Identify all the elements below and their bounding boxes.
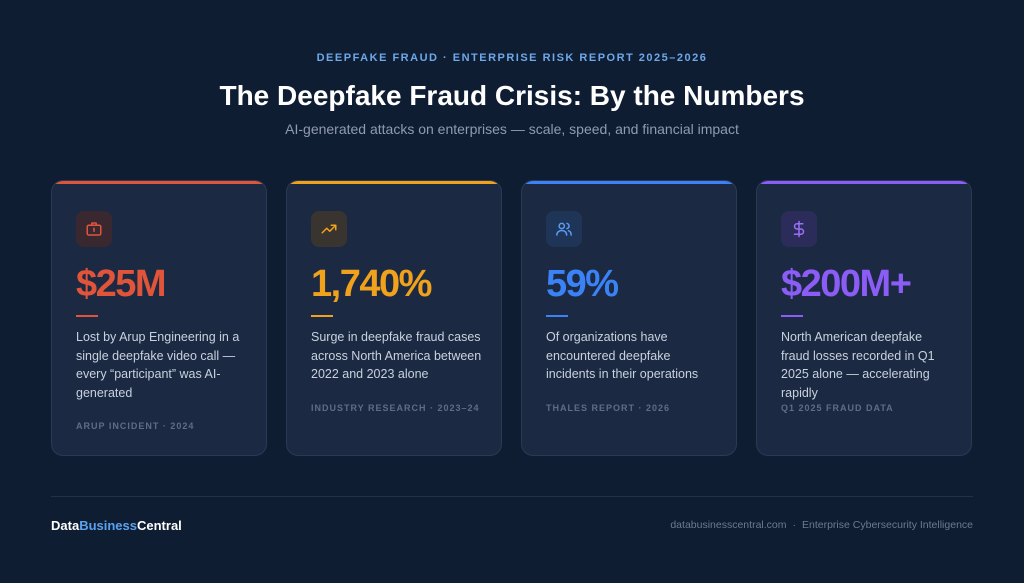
stat-card-arup: $25M Lost by Arup Engineering in a singl… [51,180,267,456]
footer-divider [51,496,973,497]
page-subtitle: AI-generated attacks on enterprises — sc… [285,121,739,137]
card-accent-bar [287,181,501,184]
card-accent-bar [757,181,971,184]
trending-up-icon [321,224,337,234]
stat-description: Surge in deepfake fraud cases across Nor… [311,330,482,381]
brand-part-central: Central [137,518,182,533]
footer-separator: · [792,519,797,531]
stat-source: Q1 2025 FRAUD DATA [781,403,894,413]
brand-logo: DataBusinessCentral [51,518,182,533]
card-accent-bar [52,181,266,184]
stat-divider [781,315,803,317]
dollar-icon [793,220,805,238]
stat-description: Of organizations have encountered deepfa… [546,330,699,381]
stat-source: THALES REPORT · 2026 [546,403,671,413]
stat-source: ARUP INCIDENT · 2024 [76,421,195,431]
stat-source: INDUSTRY RESEARCH · 2023–24 [311,403,480,413]
stat-value: 59% [546,263,619,305]
card-icon-box [76,211,112,247]
stat-value: 1,740% [311,263,432,305]
page-title: The Deepfake Fraud Crisis: By the Number… [219,80,805,111]
stat-card-losses: $200M+ North American deepfake fraud los… [756,180,972,456]
card-icon-box [781,211,817,247]
briefcase-icon [86,222,102,236]
stat-card-organizations: 59% Of organizations have encountered de… [521,180,737,456]
card-accent-bar [522,181,736,184]
footer-tagline: Enterprise Cybersecurity Intelligence [802,519,973,531]
users-icon [556,222,572,236]
stat-card-fraud-surge: 1,740% Surge in deepfake fraud cases acr… [286,180,502,456]
footer-info: databusinesscentral.com · Enterprise Cyber… [670,519,973,531]
brand-part-business: Business [79,518,137,533]
stat-description: North American deepfake fraud losses rec… [781,330,935,400]
stat-cards: $25M Lost by Arup Engineering in a singl… [51,180,973,458]
stat-divider [76,315,98,317]
stat-value: $200M+ [781,263,912,305]
stat-value: $25M [76,263,167,305]
card-icon-box [311,211,347,247]
report-kicker: DEEPFAKE FRAUD · ENTERPRISE RISK REPORT … [316,52,708,64]
stat-divider [546,315,568,317]
brand-part-data: Data [51,518,80,533]
stat-description: Lost by Arup Engineering in a single dee… [76,330,240,400]
card-icon-box [546,211,582,247]
footer-website: databusinesscentral.com [670,519,787,531]
stat-divider [311,315,333,317]
